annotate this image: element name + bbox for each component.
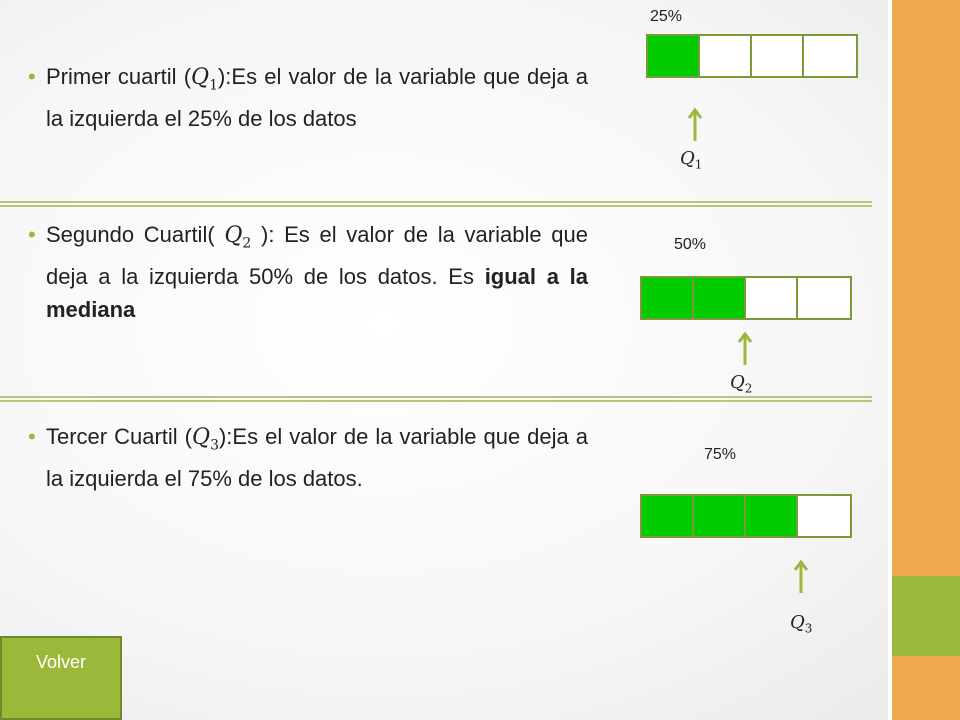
- bar-cell-filled: [694, 278, 746, 318]
- q1-marker-label: Q1: [680, 148, 703, 172]
- bar-cell-filled: [694, 496, 746, 536]
- quartile-bar-25: [646, 34, 858, 78]
- bullet-primer-cuartil: • Primer cuartil (Q1):Es el valor de la …: [28, 60, 588, 135]
- bar-cell-filled: [642, 496, 694, 536]
- side-accent-green: [892, 576, 960, 656]
- percent-label-25: 25%: [650, 8, 683, 25]
- bar-cell-empty: [798, 278, 850, 318]
- arrow-up-icon: [738, 332, 752, 365]
- q2-symbol: Q2: [224, 223, 252, 252]
- bullet-text: Primer cuartil (Q1):Es el valor de la va…: [46, 64, 588, 132]
- bar-cell-filled: [642, 278, 694, 318]
- bar-cell-empty: [804, 36, 856, 76]
- arrow-up-icon: [688, 108, 702, 141]
- percent-label-50: 50%: [674, 236, 707, 253]
- q3-symbol: Q3: [192, 425, 219, 454]
- bar-cell-empty: [752, 36, 804, 76]
- section-divider-1: [0, 201, 872, 207]
- bar-cell-filled: [746, 496, 798, 536]
- q3-marker-label: Q3: [790, 612, 813, 636]
- percent-label-75: 75%: [704, 446, 737, 463]
- bar-cell-filled: [648, 36, 700, 76]
- mediana-emphasis: igual a la mediana: [46, 264, 588, 323]
- bullet-marker: •: [28, 424, 36, 449]
- q1-symbol: Q1: [191, 65, 218, 94]
- section-divider-2: [0, 396, 872, 402]
- quartile-bar-50: [640, 276, 852, 320]
- quartile-bar-75: [640, 494, 852, 538]
- bar-cell-empty: [746, 278, 798, 318]
- volver-button[interactable]: Volver: [0, 636, 122, 720]
- bar-cell-empty: [700, 36, 752, 76]
- bullet-marker: •: [28, 64, 36, 89]
- bullet-text: Segundo Cuartil( Q2 ): Es el valor de la…: [46, 222, 588, 323]
- bar-cell-empty: [798, 496, 850, 536]
- arrow-up-icon: [794, 560, 808, 593]
- bullet-segundo-cuartil: • Segundo Cuartil( Q2 ): Es el valor de …: [28, 218, 588, 326]
- bullet-text: Tercer Cuartil (Q3):Es el valor de la va…: [46, 424, 588, 492]
- bullet-tercer-cuartil: • Tercer Cuartil (Q3):Es el valor de la …: [28, 420, 588, 495]
- q2-marker-label: Q2: [730, 372, 753, 396]
- bullet-marker: •: [28, 222, 36, 247]
